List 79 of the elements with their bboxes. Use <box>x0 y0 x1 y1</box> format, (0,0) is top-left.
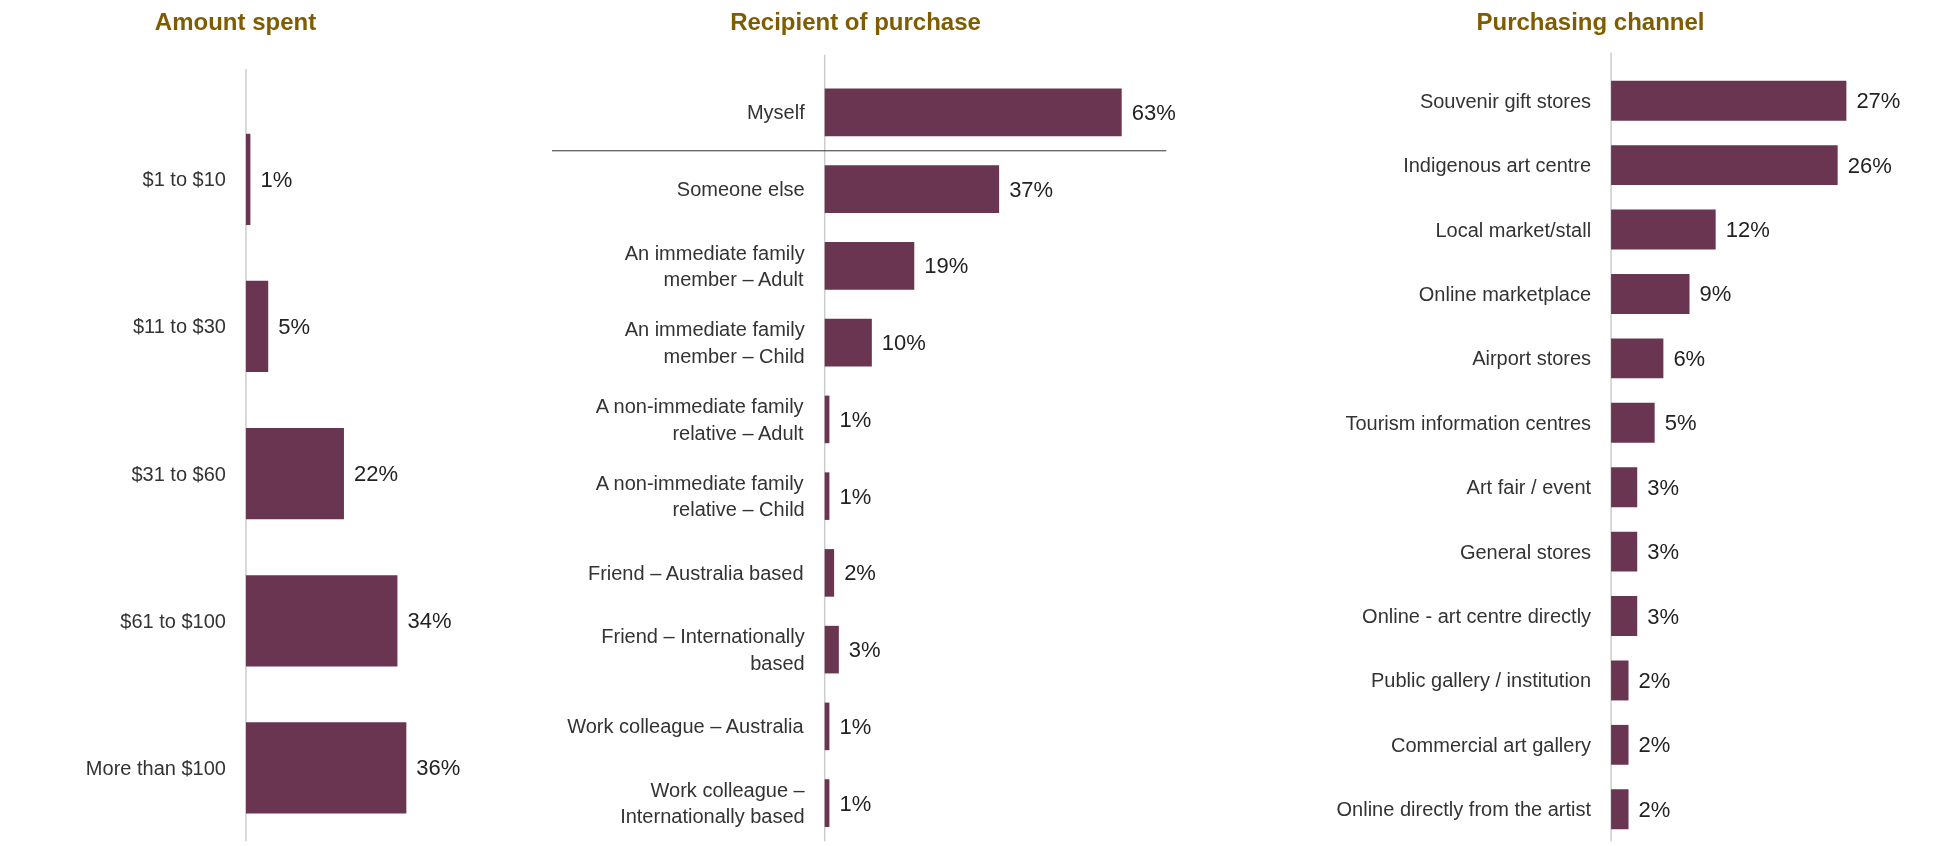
y-tick-label: Indigenous art centre <box>1403 154 1592 177</box>
data-label: 2% <box>1638 732 1671 758</box>
bar <box>824 165 1000 213</box>
y-tick-label: Work colleague – Australia <box>567 715 805 738</box>
data-label: 6% <box>1673 345 1706 371</box>
y-tick-label: Someone else <box>676 178 805 201</box>
data-label: 37% <box>1009 176 1054 202</box>
data-label: 22% <box>353 461 399 487</box>
data-label: 10% <box>881 330 926 356</box>
data-label: 1% <box>839 713 872 739</box>
y-tick-label: $1 to $10 <box>142 168 226 191</box>
y-tick-label: Myself <box>746 101 806 124</box>
bar <box>824 242 915 290</box>
y-tick-label: A non-immediate family relative – Child <box>595 471 805 521</box>
data-label: 26% <box>1847 152 1892 178</box>
bar <box>1611 273 1690 314</box>
y-tick-label: More than $100 <box>85 756 226 779</box>
data-label: 1% <box>839 483 872 509</box>
y-tick-label: A non-immediate family relative – Adult <box>595 395 805 444</box>
data-label: 27% <box>1856 88 1901 114</box>
bar <box>1611 338 1664 379</box>
bar <box>245 575 398 667</box>
y-tick-label: Tourism information centres <box>1345 411 1592 434</box>
data-label: 9% <box>1699 281 1732 307</box>
y-tick-label: Online - art centre directly <box>1362 605 1592 628</box>
y-tick-label: Souvenir gift stores <box>1419 89 1592 112</box>
y-tick-label: Friend – Internationally based <box>601 625 805 674</box>
chart-title: Amount spent <box>154 7 317 35</box>
bar <box>1611 789 1629 830</box>
bar <box>1611 145 1838 186</box>
bar <box>1611 467 1638 508</box>
data-label: 34% <box>407 608 452 634</box>
data-label: 5% <box>278 313 311 339</box>
y-tick-label: $31 to $60 <box>131 462 226 485</box>
y-tick-label: Work colleague – Internationally based <box>620 778 806 828</box>
y-tick-label: Airport stores <box>1472 347 1592 370</box>
data-label: 1% <box>839 406 872 432</box>
y-tick-label: Online marketplace <box>1418 282 1592 305</box>
data-label: 5% <box>1664 410 1697 436</box>
bar <box>824 318 872 367</box>
y-tick-label: Art fair / event <box>1466 476 1592 499</box>
chart-title: Recipient of purchase <box>730 7 981 35</box>
bar <box>1611 596 1638 637</box>
bar <box>245 280 269 373</box>
data-label: 3% <box>1647 474 1680 500</box>
y-tick-label: $61 to $100 <box>120 609 226 632</box>
data-label: 36% <box>416 755 461 781</box>
y-tick-label: Commercial art gallery <box>1391 733 1592 756</box>
bar <box>1611 660 1629 701</box>
data-label: 2% <box>1638 667 1671 693</box>
data-label: 1% <box>260 166 293 192</box>
bar <box>824 625 839 674</box>
bar <box>1611 80 1847 121</box>
y-tick-label: Public gallery / institution <box>1370 669 1592 692</box>
bar <box>1611 724 1629 765</box>
data-label: 3% <box>848 637 881 663</box>
y-tick-label: Friend – Australia based <box>587 561 804 584</box>
y-tick-label: An immediate family member – Adult <box>624 241 805 291</box>
y-tick-label: An immediate family member – Child <box>624 318 805 367</box>
data-label: 19% <box>924 253 969 279</box>
data-label: 2% <box>1638 796 1671 822</box>
data-label: 3% <box>1647 603 1680 629</box>
data-label: 3% <box>1647 539 1680 565</box>
chart-title: Purchasing channel <box>1476 7 1705 35</box>
bar <box>245 427 344 520</box>
y-tick-label: Online directly from the artist <box>1336 798 1592 821</box>
data-label: 2% <box>844 560 876 586</box>
bar <box>1611 209 1716 250</box>
y-tick-label: $11 to $30 <box>132 315 226 338</box>
bar <box>245 722 407 814</box>
y-tick-label: Local market/stall <box>1435 218 1592 241</box>
bar <box>824 549 835 597</box>
data-label: 12% <box>1725 217 1770 243</box>
bar <box>1611 402 1655 443</box>
data-label: 1% <box>839 790 872 816</box>
bar <box>1611 531 1638 572</box>
y-tick-label: General stores <box>1459 540 1592 563</box>
data-label: 63% <box>1131 99 1176 125</box>
bar <box>824 88 1122 137</box>
